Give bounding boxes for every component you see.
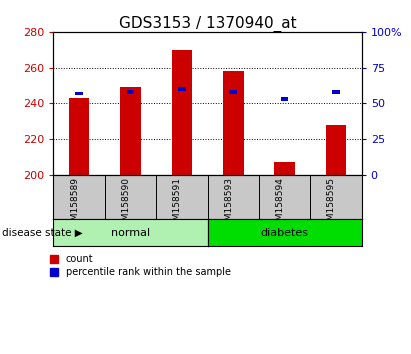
Bar: [178, 87, 186, 91]
Bar: [69, 98, 90, 175]
Text: disease state ▶: disease state ▶: [2, 228, 83, 238]
Bar: [127, 90, 134, 93]
Text: GSM158591: GSM158591: [173, 177, 182, 232]
Bar: [172, 50, 192, 175]
Bar: [75, 92, 83, 95]
Title: GDS3153 / 1370940_at: GDS3153 / 1370940_at: [119, 16, 296, 32]
Text: GSM158589: GSM158589: [70, 177, 79, 232]
Text: diabetes: diabetes: [261, 228, 309, 238]
Bar: [229, 90, 237, 93]
Bar: [281, 97, 289, 101]
Legend: count, percentile rank within the sample: count, percentile rank within the sample: [50, 255, 231, 277]
Bar: [120, 87, 141, 175]
Text: GSM158590: GSM158590: [122, 177, 130, 232]
Bar: [275, 162, 295, 175]
Bar: [326, 125, 346, 175]
Text: GSM158593: GSM158593: [224, 177, 233, 232]
Bar: [223, 71, 243, 175]
Text: GSM158595: GSM158595: [327, 177, 336, 232]
Bar: [332, 90, 340, 93]
Text: GSM158594: GSM158594: [276, 177, 284, 232]
Text: normal: normal: [111, 228, 150, 238]
